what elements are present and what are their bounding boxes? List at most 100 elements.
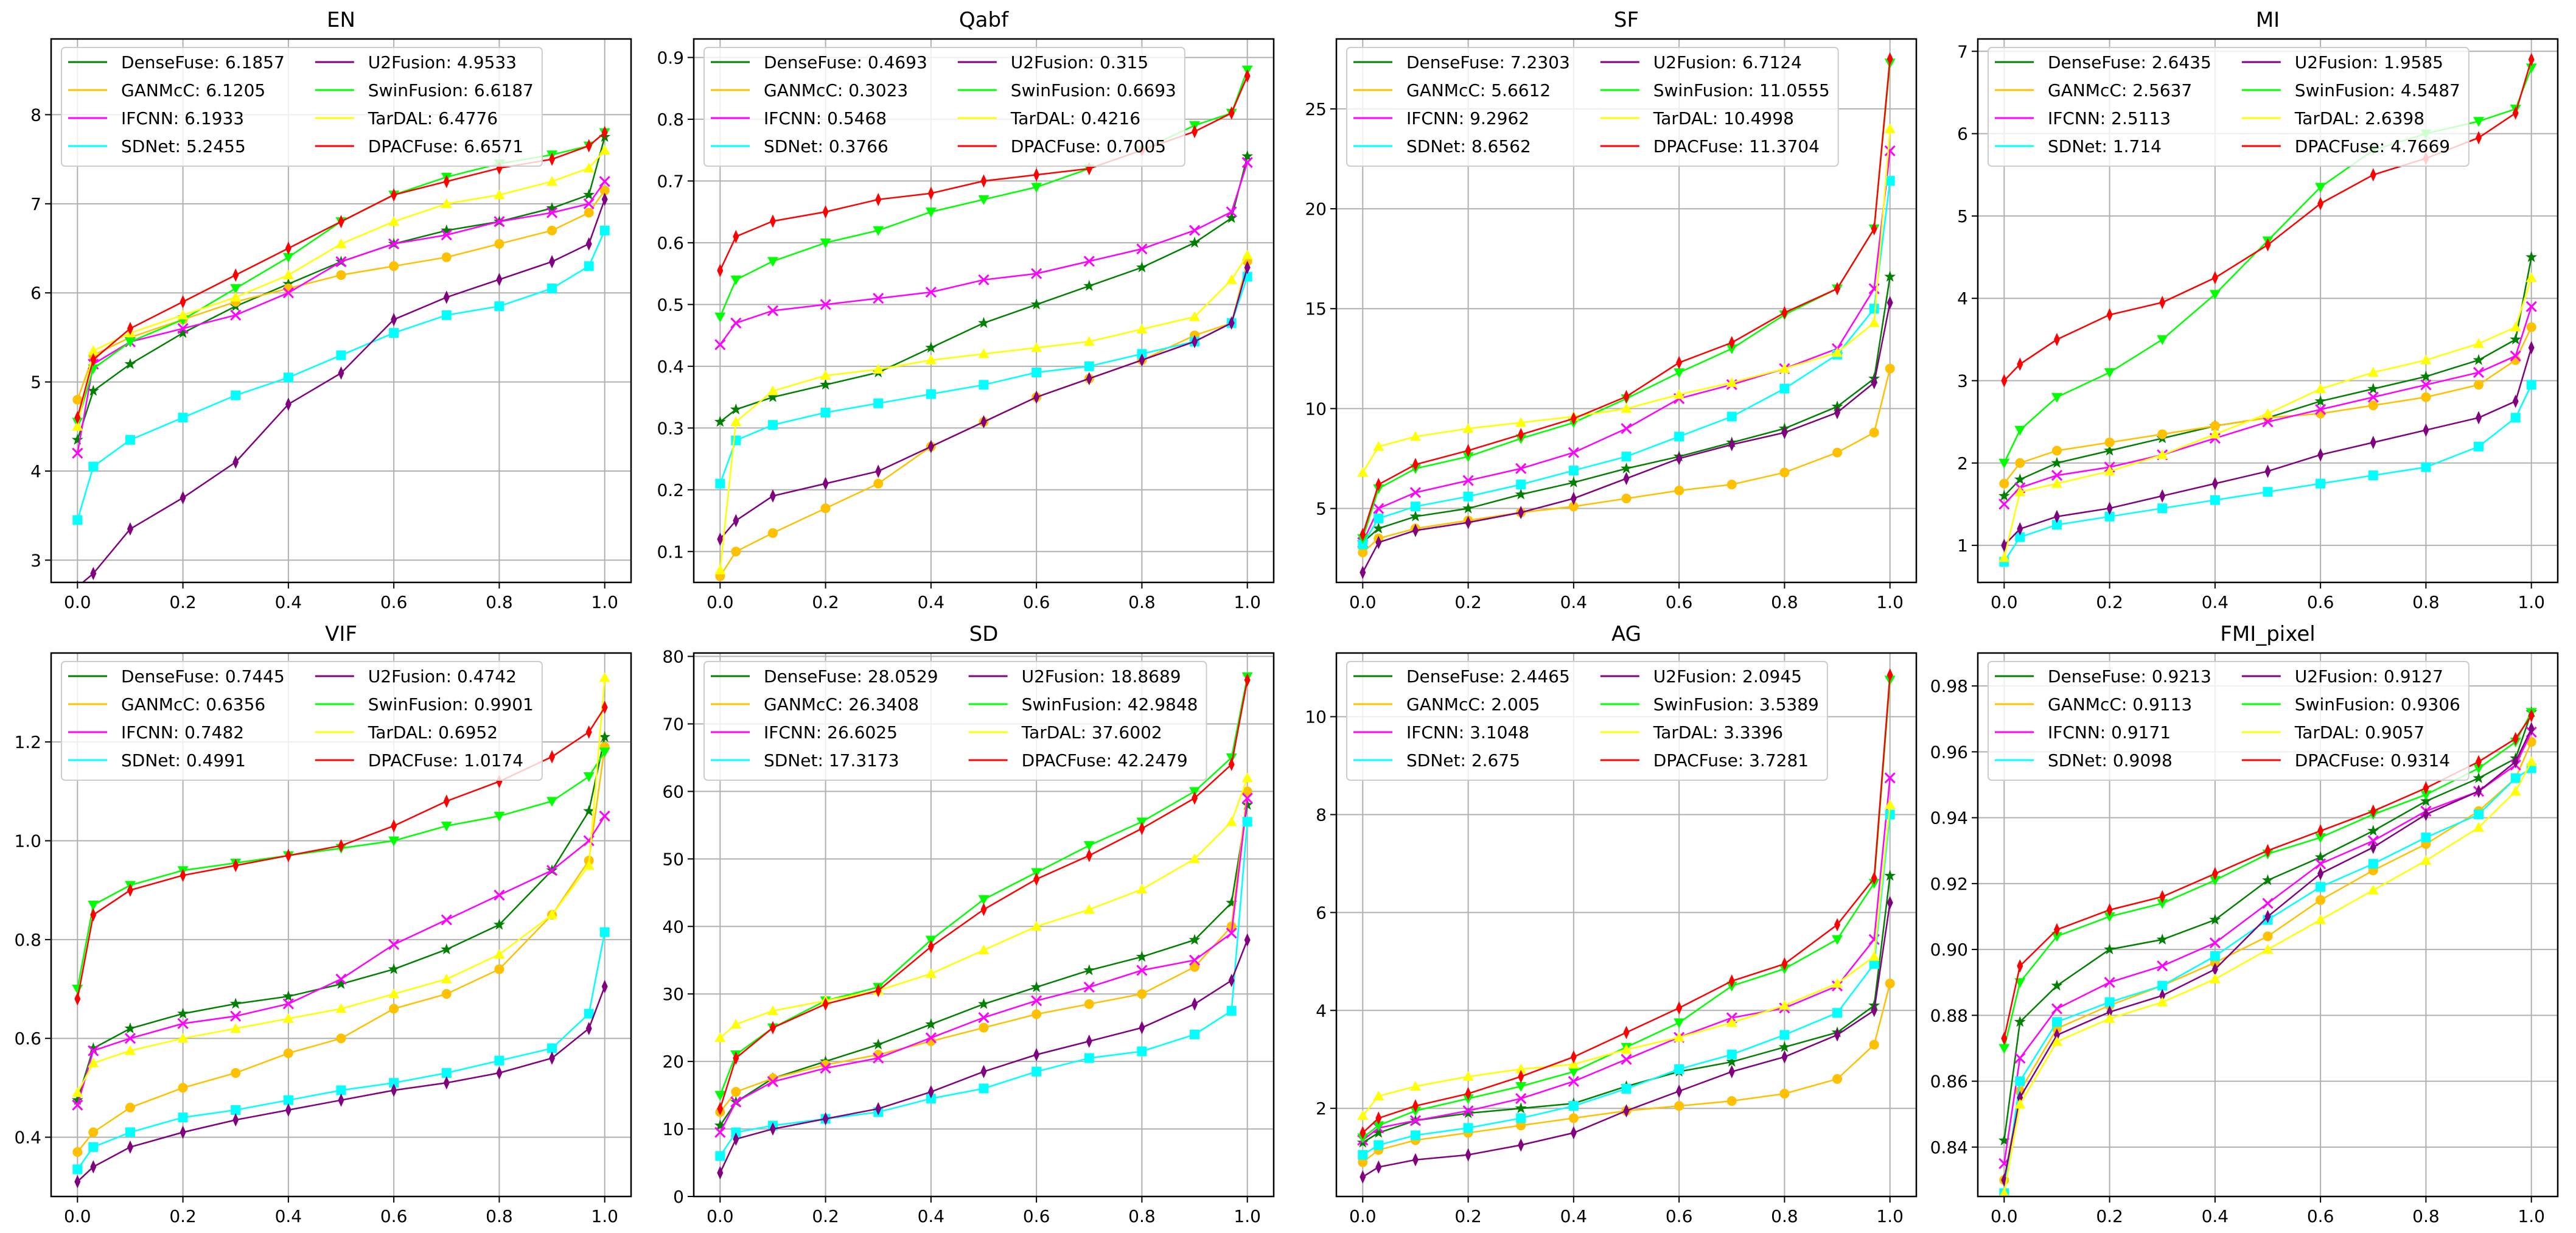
- data-point: [1189, 934, 1201, 945]
- data-point: [1226, 896, 1238, 908]
- y-tick-label: 0.3: [657, 418, 684, 438]
- data-point: [769, 214, 776, 228]
- data-point: [2051, 1003, 2063, 1015]
- data-point: [71, 433, 83, 445]
- data-point: [1242, 817, 1252, 827]
- legend-item-tardal: TarDAL: 3.3396: [1600, 722, 1783, 742]
- series-u2fusion: [717, 933, 1251, 1180]
- legend-box: [1988, 47, 2470, 167]
- y-tick-label: 0.84: [1930, 1137, 1968, 1158]
- data-point: [1462, 423, 1474, 433]
- data-point: [1623, 1104, 1630, 1118]
- data-point: [2157, 429, 2168, 439]
- data-point: [2512, 755, 2519, 769]
- data-point: [2209, 876, 2221, 886]
- legend-label: DPACFuse: 3.7281: [1653, 750, 1809, 770]
- legend-item-densefuse: DenseFuse: 2.6435: [1995, 52, 2211, 72]
- data-point: [127, 1140, 133, 1154]
- data-point: [335, 977, 347, 990]
- legend-item-ifcnn: IFCNN: 6.1933: [68, 108, 244, 128]
- legend-label: U2Fusion: 1.9585: [2295, 52, 2443, 72]
- legend-label: IFCNN: 9.2962: [1406, 108, 1529, 128]
- series-ifcnn: [1357, 145, 1896, 548]
- data-point: [2315, 833, 2326, 844]
- data-point: [599, 185, 610, 195]
- data-point: [2525, 251, 2538, 262]
- data-point: [1241, 250, 1253, 260]
- legend-label: TarDAL: 37.6002: [1021, 722, 1162, 742]
- data-point: [1412, 1099, 1419, 1113]
- data-point: [549, 750, 556, 764]
- chart-title: EN: [327, 8, 355, 32]
- legend-label: IFCNN: 6.1933: [121, 108, 244, 128]
- data-point: [731, 1127, 741, 1137]
- data-point: [2315, 383, 2326, 394]
- data-point: [230, 309, 242, 321]
- data-point: [2209, 428, 2221, 439]
- data-point: [1373, 1121, 1384, 1131]
- series-ifcnn: [714, 156, 1253, 351]
- y-tick-label: 10: [662, 1119, 684, 1139]
- data-point: [2420, 854, 2432, 865]
- data-point: [1192, 335, 1198, 349]
- data-point: [978, 348, 990, 358]
- legend-item-ganmcc: GANMcC: 0.9113: [1995, 694, 2192, 714]
- data-point: [714, 1032, 726, 1043]
- x-tick-label: 0.2: [1454, 592, 1482, 612]
- data-point: [2017, 959, 2023, 973]
- data-point: [2368, 859, 2378, 869]
- data-point: [927, 439, 934, 453]
- data-point: [178, 413, 188, 423]
- data-point: [1373, 1091, 1384, 1101]
- legend-label: SwinFusion: 0.6693: [1011, 80, 1176, 100]
- legend-item-ifcnn: IFCNN: 0.9171: [1995, 722, 2171, 742]
- y-tick-label: 5: [30, 372, 41, 393]
- data-point: [1242, 786, 1252, 797]
- data-point: [87, 385, 99, 396]
- legend-item-sdnet: SDNet: 5.2455: [68, 136, 246, 156]
- data-point: [283, 372, 293, 383]
- data-point: [1136, 323, 1148, 334]
- data-point: [2528, 722, 2535, 736]
- series-line: [77, 986, 606, 1182]
- y-tick-label: 0: [673, 1187, 684, 1207]
- data-point: [72, 1099, 83, 1111]
- data-point: [1871, 1004, 1877, 1018]
- data-point: [979, 380, 989, 390]
- legend-label: DenseFuse: 2.6435: [2048, 52, 2211, 72]
- data-point: [2051, 520, 2062, 530]
- legend-label: IFCNN: 0.5468: [764, 108, 887, 128]
- data-point: [1887, 296, 1893, 310]
- data-point: [1031, 1066, 1042, 1077]
- x-tick-label: 0.2: [169, 592, 197, 612]
- data-point: [980, 1064, 987, 1078]
- y-tick-label: 0.6: [657, 233, 684, 253]
- series-line: [1362, 875, 1891, 1144]
- series-tardal: [1357, 123, 1896, 477]
- data-point: [2423, 423, 2429, 437]
- data-point: [2512, 106, 2519, 120]
- series-line: [719, 940, 1248, 1173]
- data-point: [714, 339, 726, 351]
- data-point: [1779, 467, 1790, 478]
- data-point: [124, 337, 136, 348]
- data-point: [1568, 447, 1579, 458]
- data-point: [1462, 1107, 1475, 1119]
- data-point: [733, 1051, 739, 1065]
- data-point: [2210, 421, 2220, 431]
- legend-item-u2fusion: U2Fusion: 6.7124: [1600, 52, 1802, 72]
- data-point: [730, 317, 742, 329]
- data-point: [584, 261, 594, 271]
- series-tardal: [1999, 756, 2537, 1196]
- y-tick-label: 0.86: [1930, 1072, 1968, 1092]
- data-point: [767, 305, 779, 316]
- x-tick-label: 1.0: [591, 592, 618, 612]
- x-tick-label: 0.6: [1666, 592, 1693, 612]
- data-point: [71, 1094, 83, 1105]
- data-point: [2159, 489, 2166, 503]
- series-dpacfuse: [1360, 52, 1893, 542]
- legend-label: U2Fusion: 0.4742: [368, 666, 517, 686]
- data-point: [1226, 274, 1237, 284]
- x-tick-label: 0.0: [1991, 1206, 2018, 1226]
